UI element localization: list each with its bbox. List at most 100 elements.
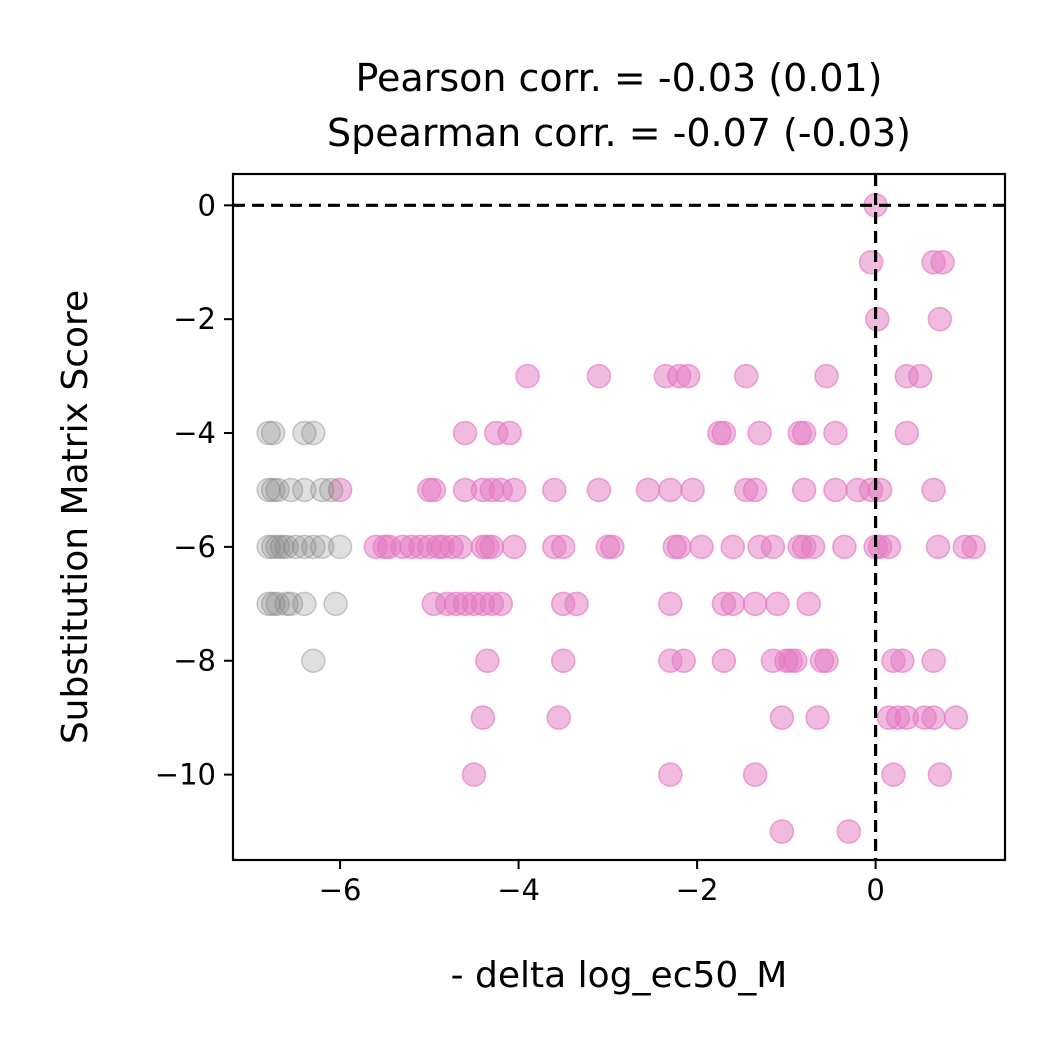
data-point (800, 534, 826, 560)
data-point (823, 420, 848, 446)
data-point (711, 420, 737, 446)
data-point (600, 534, 625, 560)
data-point (292, 534, 317, 560)
data-point (260, 591, 286, 617)
data-point (805, 705, 830, 730)
data-point (586, 363, 612, 389)
data-point (814, 648, 839, 673)
data-point (961, 534, 987, 560)
data-point (890, 648, 915, 673)
data-point (894, 420, 920, 446)
x-axis-label: - delta log_ec50_M (451, 955, 788, 996)
reference-lines (233, 174, 1005, 860)
data-point (921, 477, 946, 503)
data-point (309, 477, 335, 503)
data-point (564, 591, 589, 617)
data-point (265, 534, 290, 560)
data-point (927, 306, 953, 332)
data-point (550, 648, 576, 673)
data-point (742, 591, 768, 617)
y-tick-label: −8 (173, 644, 216, 678)
data-point (836, 819, 862, 844)
data-point (881, 762, 906, 787)
x-tick-label: 0 (866, 873, 884, 907)
data-point (921, 648, 946, 673)
data-point (711, 648, 737, 673)
data-point (742, 477, 768, 503)
data-point (925, 534, 951, 560)
data-point (260, 477, 286, 503)
data-point (586, 477, 612, 503)
data-point (292, 420, 317, 446)
y-tick-label: −10 (155, 758, 216, 792)
data-point (265, 477, 290, 503)
data-point (461, 762, 487, 787)
y-tick-label: 0 (198, 188, 216, 222)
data-point (865, 306, 890, 332)
data-point (867, 477, 893, 503)
data-point (292, 591, 317, 617)
data-point (671, 648, 696, 673)
data-point (274, 534, 299, 560)
data-point (470, 705, 496, 730)
data-point (327, 477, 353, 503)
data-point (256, 534, 281, 560)
data-point (260, 420, 286, 446)
data-point (720, 591, 746, 617)
data-point (791, 477, 817, 503)
data-point (301, 534, 326, 560)
data-point (823, 477, 848, 503)
data-point (542, 477, 567, 503)
data-point (658, 477, 683, 503)
data-point (292, 477, 317, 503)
data-point (256, 420, 281, 446)
data-point (675, 363, 701, 389)
data-point (309, 534, 335, 560)
data-point (323, 591, 348, 617)
data-point (658, 762, 683, 787)
data-point (796, 591, 821, 617)
data-point (814, 363, 839, 389)
data-point (452, 420, 478, 446)
data-point (765, 591, 790, 617)
data-point (658, 591, 683, 617)
y-tick-label: −6 (173, 530, 216, 564)
data-point (301, 648, 326, 673)
data-point (666, 534, 692, 560)
data-point (943, 705, 969, 730)
data-point (930, 249, 955, 275)
data-point (769, 819, 795, 844)
data-point (680, 477, 705, 503)
data-point (479, 534, 505, 560)
data-point (274, 591, 299, 617)
chart-title-line-1: Pearson corr. = -0.03 (0.01) (355, 56, 882, 100)
data-point (747, 420, 772, 446)
data-point (260, 534, 286, 560)
data-point (783, 648, 808, 673)
data-point (760, 534, 786, 560)
data-point (421, 477, 447, 503)
data-point (256, 477, 281, 503)
data-point (733, 363, 759, 389)
x-tick-label: −2 (676, 873, 719, 907)
data-point (907, 363, 933, 389)
data-point (742, 762, 768, 787)
data-point (832, 534, 857, 560)
y-axis-label: Substitution Matrix Score (55, 290, 96, 744)
data-point (265, 591, 290, 617)
y-tick-label: −4 (173, 416, 216, 450)
data-point (876, 534, 902, 560)
chart-title-line-2: Spearman corr. = -0.07 (-0.03) (327, 111, 911, 155)
x-tick-label: −6 (319, 873, 362, 907)
data-point (858, 249, 884, 275)
data-point (635, 477, 661, 503)
data-point (278, 477, 304, 503)
x-axis-ticks: −6 −4 −2 0 (319, 860, 885, 907)
y-axis-ticks: 0 −2 −4 −6 −8 −10 (155, 188, 233, 792)
data-point (501, 477, 527, 503)
data-point (488, 591, 513, 617)
data-point (689, 534, 714, 560)
data-point (318, 477, 344, 503)
data-point (497, 420, 522, 446)
data-point (546, 705, 572, 730)
